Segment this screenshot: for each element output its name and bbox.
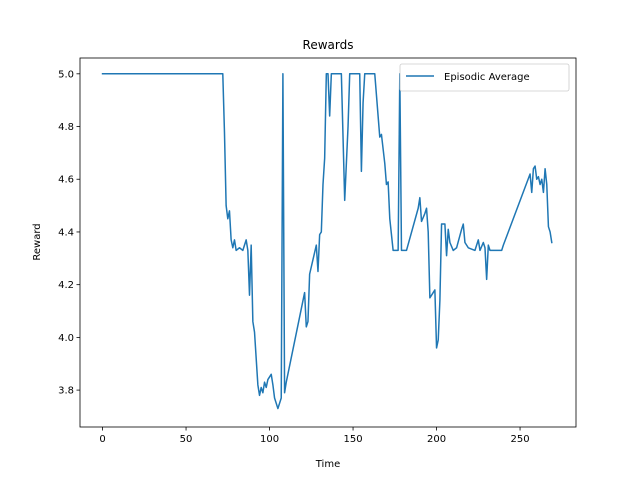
y-tick-label: 4.0 <box>58 333 74 344</box>
y-tick-label: 4.6 <box>58 175 74 186</box>
x-tick-label: 150 <box>344 434 363 445</box>
x-tick-label: 0 <box>99 434 105 445</box>
y-tick-label: 3.8 <box>58 386 74 397</box>
series-line-0 <box>101 73 553 410</box>
x-axis-ticks: 0 50 100 150 200 250 <box>99 427 530 445</box>
legend-box <box>399 63 570 92</box>
x-tick-label: 250 <box>511 434 530 445</box>
x-tick-label: 50 <box>180 434 193 445</box>
x-axis-label: Time <box>315 459 340 470</box>
y-tick-label: 5.0 <box>58 69 74 80</box>
x-tick-label: 200 <box>427 434 446 445</box>
axes-frame <box>79 57 577 428</box>
legend: Episodic Average <box>399 63 570 92</box>
plot-area: 0 50 100 150 200 250 3.8 4.0 4.2 4.4 4.6 4.8 5.0 <box>58 57 577 445</box>
y-tick-label: 4.4 <box>58 227 74 238</box>
series-layer <box>101 73 553 410</box>
x-tick-label: 100 <box>260 434 279 445</box>
y-tick-label: 4.8 <box>58 122 74 133</box>
legend-label: Episodic Average <box>444 72 530 83</box>
y-tick-label: 4.2 <box>58 280 74 291</box>
y-axis-ticks: 3.8 4.0 4.2 4.4 4.6 4.8 5.0 <box>58 69 80 397</box>
chart-title: Rewards <box>303 38 354 52</box>
y-axis-label: Reward <box>32 223 43 260</box>
